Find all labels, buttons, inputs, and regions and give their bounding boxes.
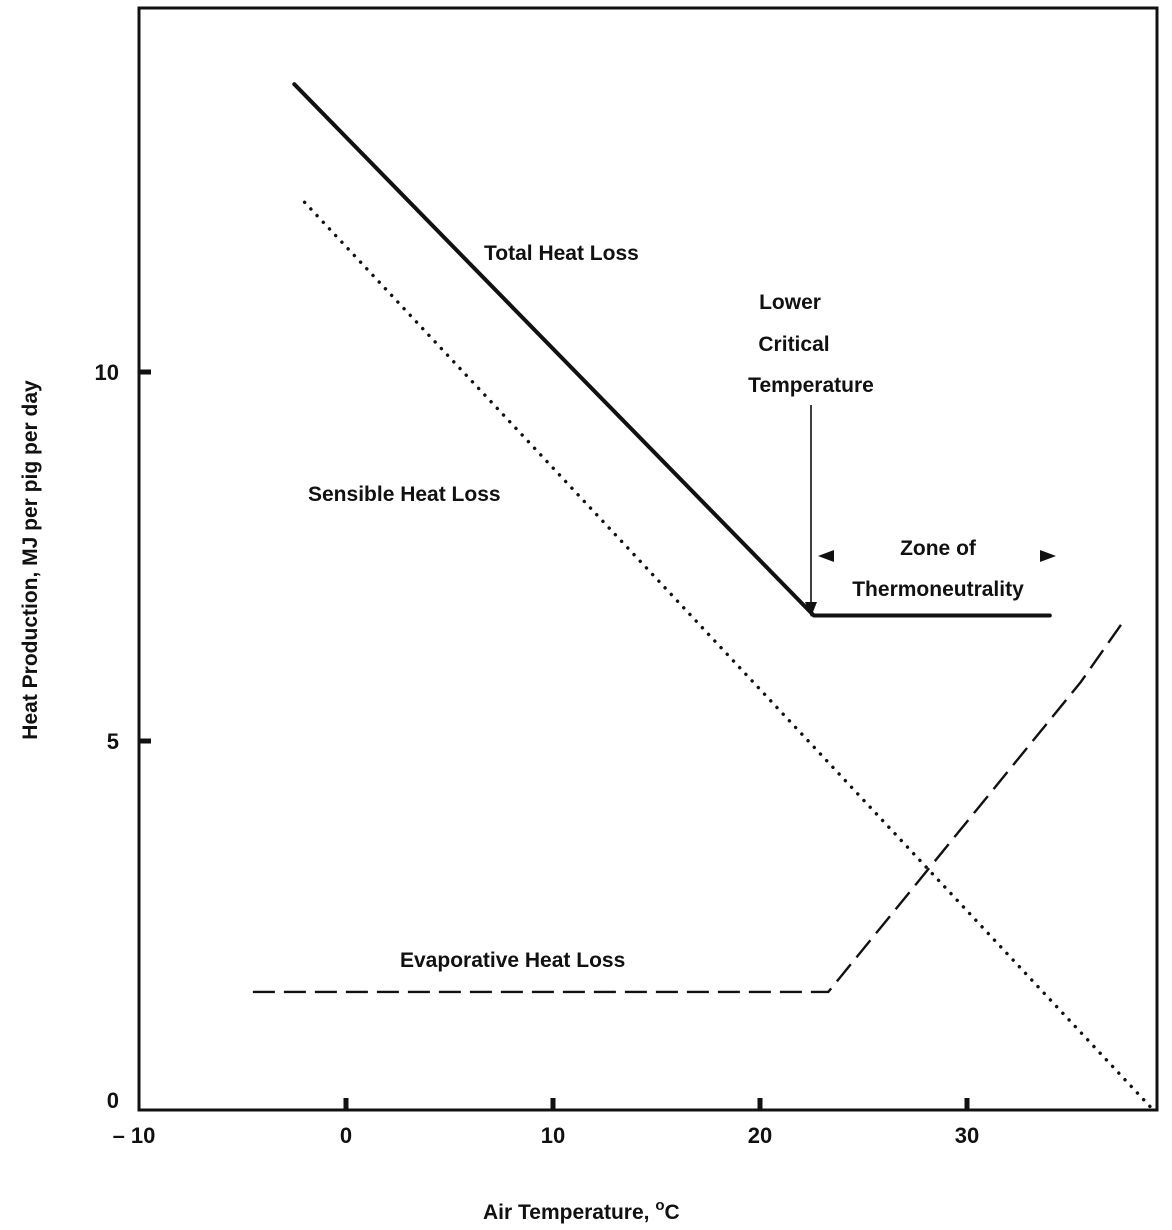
- x-tick-label: 20: [748, 1123, 772, 1148]
- y-tick-label: 0: [107, 1088, 119, 1113]
- annotation-zone-line1: Zone of: [900, 537, 977, 560]
- annotation-lct-line3: Temperature: [748, 374, 874, 397]
- annotation-lct-line1: Lower: [759, 291, 821, 314]
- series-layer: [252, 82, 1156, 1112]
- annotation-zone-line2: Thermoneutrality: [852, 578, 1024, 601]
- annotation-lct-line2: Critical: [758, 333, 829, 356]
- zone-arrow-left-icon: [818, 550, 834, 562]
- annotation-sensible-heat-loss: Sensible Heat Loss: [308, 483, 501, 506]
- y-axis-ticks: 0 5 10: [95, 360, 151, 1113]
- x-axis-title: Air Temperature, oC: [483, 1197, 680, 1224]
- x-tick-label: – 10: [113, 1123, 156, 1148]
- y-tick-label: 10: [95, 360, 119, 385]
- zone-arrow-right-icon: [1040, 550, 1056, 562]
- x-axis-title-degree: o: [655, 1197, 664, 1214]
- x-tick-label: 0: [340, 1123, 352, 1148]
- x-tick-label: 30: [955, 1123, 979, 1148]
- annotation-evaporative-heat-loss: Evaporative Heat Loss: [400, 949, 625, 972]
- series-line-sensible-heat-loss: [302, 200, 1156, 1112]
- series-line-evaporative-heat-loss: [252, 622, 1124, 994]
- annotation-total-heat-loss: Total Heat Loss: [484, 242, 639, 265]
- x-axis-title-unit: C: [665, 1201, 680, 1224]
- lct-arrow-head: [805, 602, 817, 617]
- plot-frame: [137, 6, 1159, 1112]
- y-tick-label: 5: [107, 729, 119, 754]
- series-line-total-heat-loss: [292, 82, 1052, 618]
- y-axis-title: Heat Production, MJ per pig per day: [19, 380, 42, 740]
- x-axis-title-main: Air Temperature,: [483, 1201, 655, 1224]
- x-axis-ticks: – 10 0 10 20 30: [113, 1098, 979, 1148]
- x-tick-label: 10: [541, 1123, 565, 1148]
